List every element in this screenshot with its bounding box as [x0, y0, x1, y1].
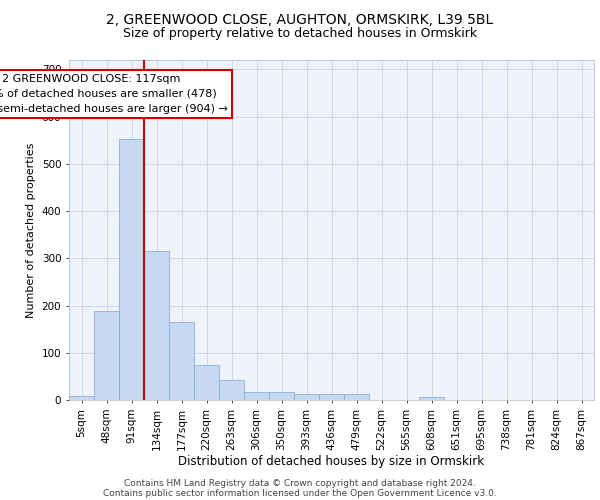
Bar: [244, 392, 269, 400]
Bar: [219, 380, 244, 400]
Bar: [69, 396, 94, 400]
X-axis label: Distribution of detached houses by size in Ormskirk: Distribution of detached houses by size …: [178, 456, 485, 468]
Text: 2, GREENWOOD CLOSE, AUGHTON, ORMSKIRK, L39 5BL: 2, GREENWOOD CLOSE, AUGHTON, ORMSKIRK, L…: [106, 12, 494, 26]
Bar: [269, 392, 294, 400]
Bar: [94, 311, 119, 400]
Bar: [319, 394, 344, 400]
Bar: [344, 394, 369, 400]
Text: 2 GREENWOOD CLOSE: 117sqm
← 34% of detached houses are smaller (478)
65% of semi: 2 GREENWOOD CLOSE: 117sqm ← 34% of detac…: [0, 74, 227, 114]
Bar: [194, 364, 219, 400]
Text: Contains HM Land Registry data © Crown copyright and database right 2024.: Contains HM Land Registry data © Crown c…: [124, 478, 476, 488]
Text: Contains public sector information licensed under the Open Government Licence v3: Contains public sector information licen…: [103, 488, 497, 498]
Bar: [419, 397, 444, 400]
Bar: [144, 251, 169, 400]
Y-axis label: Number of detached properties: Number of detached properties: [26, 142, 36, 318]
Text: Size of property relative to detached houses in Ormskirk: Size of property relative to detached ho…: [123, 28, 477, 40]
Bar: [294, 394, 319, 400]
Bar: [169, 322, 194, 400]
Bar: [119, 139, 144, 400]
